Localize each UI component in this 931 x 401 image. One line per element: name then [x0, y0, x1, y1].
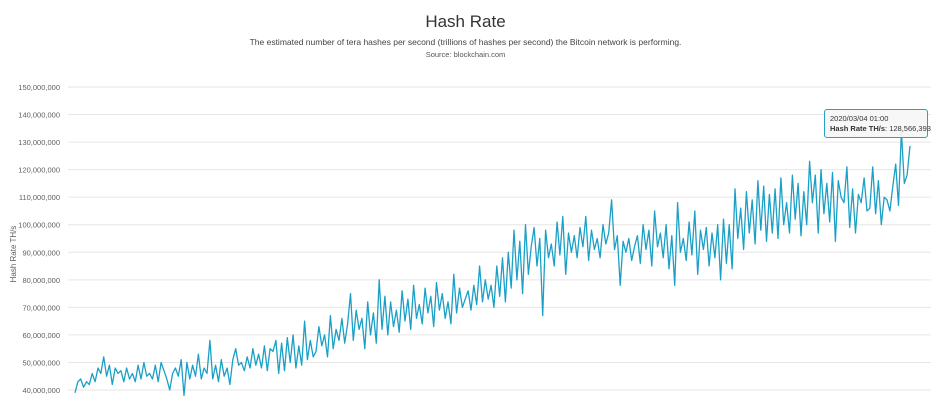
y-tick-label: 80,000,000	[22, 276, 60, 285]
y-tick-label: 90,000,000	[22, 248, 60, 257]
tooltip-date: 2020/03/04 01:00	[830, 114, 889, 123]
tooltip-value: 128,566,393	[889, 124, 931, 133]
series-line-hash-rate[interactable]	[74, 130, 911, 397]
y-axis-title: Hash Rate TH/s	[9, 226, 18, 283]
tooltip-colon: :	[885, 124, 890, 133]
y-tick-label: 60,000,000	[22, 331, 60, 340]
chart-title: Hash Rate	[425, 12, 506, 31]
y-axis-ticks: 40,000,000 50,000,000 60,000,000 70,000,000…	[18, 83, 60, 395]
gridlines	[68, 86, 931, 391]
y-tick-label: 70,000,000	[22, 303, 60, 312]
y-tick-label: 40,000,000	[22, 386, 60, 395]
y-tick-label: 150,000,000	[18, 83, 60, 92]
y-tick-label: 120,000,000	[18, 166, 60, 175]
tooltip: 2020/03/04 01:00 Hash Rate TH/s: 128,566…	[824, 109, 931, 138]
chart-source: Source: blockchain.com	[425, 50, 506, 59]
chart-subtitle: The estimated number of tera hashes per …	[249, 37, 682, 47]
y-tick-label: 130,000,000	[18, 138, 60, 147]
y-tick-label: 110,000,000	[19, 193, 60, 202]
y-tick-label: 140,000,000	[18, 111, 60, 120]
tooltip-label: Hash Rate TH/s	[830, 124, 886, 133]
y-tick-label: 100,000,000	[18, 221, 60, 230]
y-tick-label: 50,000,000	[22, 358, 60, 367]
